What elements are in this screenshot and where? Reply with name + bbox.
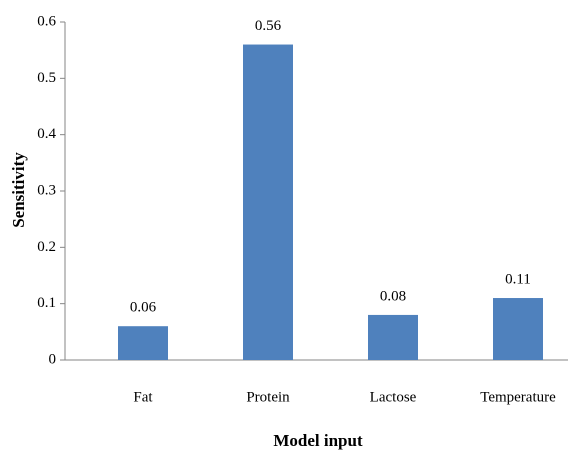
y-tick-label: 0.6 [37,13,56,29]
y-tick-label: 0.2 [37,239,56,255]
bar [368,314,418,360]
x-axis-title: Model input [273,431,363,450]
y-tick-label: 0.3 [37,182,56,198]
y-axis-title: Sensitivity [9,152,28,228]
data-label: 0.06 [130,300,157,316]
bar [493,298,543,360]
data-label: 0.56 [255,18,282,34]
bar [243,44,293,361]
bar [118,326,168,360]
data-label: 0.11 [505,271,531,287]
y-tick-label: 0.1 [37,295,56,311]
data-label: 0.08 [380,288,406,304]
y-tick-label: 0.5 [37,70,56,86]
x-tick-label: Fat [133,389,153,405]
x-tick-label: Temperature [480,389,556,405]
y-tick-label: 0 [49,351,57,367]
x-tick-label: Protein [246,389,290,405]
x-tick-label: Lactose [370,389,417,405]
y-tick-label: 0.4 [37,126,56,142]
